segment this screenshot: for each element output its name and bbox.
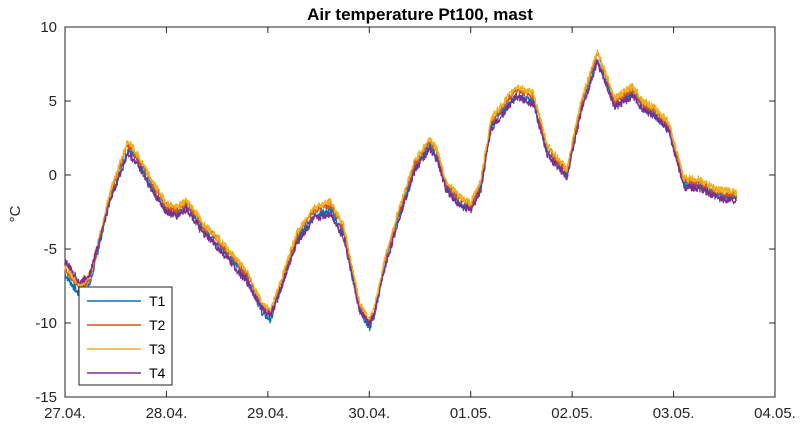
legend-label-t2: T2 <box>149 317 166 333</box>
legend-box <box>78 286 173 386</box>
legend-label-t3: T3 <box>149 341 166 357</box>
y-tick-label: -15 <box>35 389 57 406</box>
x-tick-label: 28.04. <box>146 405 188 422</box>
x-tick-label: 04.05. <box>754 405 796 422</box>
x-tick-label: 03.05. <box>653 405 695 422</box>
series-line-t3 <box>64 48 738 324</box>
y-tick-label: -10 <box>35 315 57 332</box>
x-tick-label: 30.04. <box>348 405 390 422</box>
y-axis-label: °C <box>7 205 24 222</box>
y-tick-label: 10 <box>40 19 57 36</box>
x-tick-label: 01.05. <box>450 405 492 422</box>
series-line-t4 <box>64 60 738 327</box>
legend-label-t4: T4 <box>149 365 166 381</box>
plot-area <box>64 26 776 398</box>
x-tick-label: 02.05. <box>551 405 593 422</box>
y-tick-label: 0 <box>49 167 57 184</box>
x-tick-label: 27.04. <box>44 405 86 422</box>
legend: T1 T2 T3 T4 <box>78 286 173 386</box>
x-tick-label: 29.04. <box>247 405 289 422</box>
y-tick-label: 5 <box>49 93 57 110</box>
axis-ticks: -15 -10 -5 0 5 10 27.04. 28.04. 29.04. 30.04. 01.0… <box>35 19 796 422</box>
legend-label-t1: T1 <box>149 293 166 309</box>
chart-title: Air temperature Pt100, mast <box>307 5 533 24</box>
y-tick-label: -5 <box>44 241 57 258</box>
